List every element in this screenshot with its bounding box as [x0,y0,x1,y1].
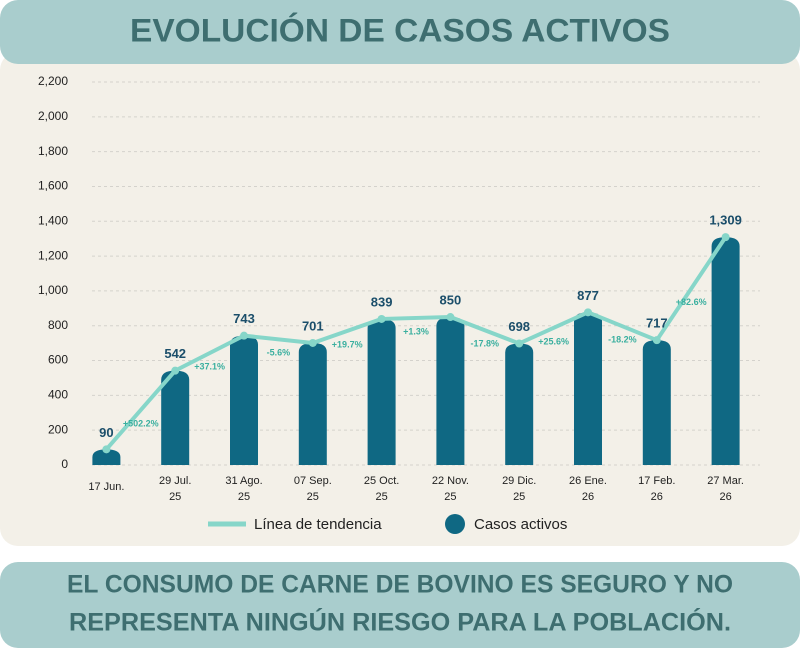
y-tick-label: 1,200 [38,248,68,262]
change-label: +502.2% [123,418,159,428]
x-tick-label: 22 Nov. [432,475,469,487]
trend-point [308,338,317,347]
x-tick-label: 25 [307,491,319,503]
trend-point [515,339,524,348]
x-tick-label: 29 Jul. [159,475,191,487]
trend-point [584,308,592,317]
value-label: 839 [371,294,393,309]
trend-point [240,331,248,340]
value-label: 717 [646,316,668,331]
x-tick-label: 07 Sep. [294,475,332,487]
bar [436,317,465,465]
x-tick-label: 25 Oct. [364,475,399,487]
bar [161,370,190,465]
x-tick-label: 25 [444,491,456,503]
y-tick-label: 1,400 [38,213,68,227]
title-banner [0,0,800,64]
change-label: -5.6% [267,348,291,358]
x-tick-label: 26 Ene. [569,475,607,487]
y-tick-label: 2,000 [38,109,68,123]
x-tick-label: 25 [238,491,250,503]
value-label: 877 [577,288,599,303]
bar [574,312,602,465]
y-tick-label: 800 [48,318,68,332]
x-tick-label: 27 Mar. [707,475,744,487]
change-label: +25.6% [538,336,569,346]
footer-text: REPRESENTA NINGÚN RIESGO PARA LA POBLACI… [69,607,731,637]
y-tick-label: 200 [48,422,68,436]
change-label: +82.6% [676,297,707,307]
x-tick-label: 31 Ago. [225,475,262,487]
trend-point [652,336,661,345]
y-tick-label: 2,200 [38,74,68,88]
value-label: 850 [440,292,462,307]
value-label: 90 [99,425,113,440]
value-label: 701 [302,318,324,333]
bar [505,343,534,465]
change-label: -18.2% [608,335,637,345]
value-label: 1,309 [709,213,742,228]
x-tick-label: 25 [513,491,525,503]
trend-point [377,314,386,323]
change-label: +1.3% [403,326,429,336]
value-label: 698 [508,319,530,334]
legend-label: Línea de tendencia [254,516,382,533]
y-tick-label: 0 [61,457,68,471]
bar [642,340,671,465]
y-tick-label: 1,000 [38,283,68,297]
bar [92,449,121,465]
x-tick-label: 17 Jun. [88,481,124,493]
x-tick-label: 26 [651,491,663,503]
footer-banner [0,562,800,648]
x-tick-label: 17 Feb. [638,475,675,487]
trend-point [171,366,180,375]
change-label: +19.7% [332,339,363,349]
y-tick-label: 1,800 [38,144,68,158]
bar [711,237,740,465]
footer-text: EL CONSUMO DE CARNE DE BOVINO ES SEGURO … [67,571,733,599]
bar [230,335,258,465]
legend-label: Casos activos [474,516,567,533]
trend-point [721,233,730,242]
trend-line [104,236,728,451]
y-tick-label: 600 [48,353,68,367]
y-tick-label: 400 [48,388,68,402]
x-tick-label: 25 [375,491,387,503]
trend-point [446,313,455,322]
bar [298,342,327,465]
bar [367,318,396,465]
x-tick-label: 29 Dic. [502,475,536,487]
legend-swatch [445,514,465,534]
value-label: 743 [233,311,255,326]
x-tick-label: 26 [582,491,594,503]
chart-title: EVOLUCIÓN DE CASOS ACTIVOS [130,12,670,48]
trend-point [102,445,111,454]
change-label: -17.8% [471,339,500,349]
value-label: 542 [164,346,186,361]
x-tick-label: 25 [169,491,181,503]
change-label: +37.1% [194,362,225,372]
x-tick-label: 26 [719,491,731,503]
y-tick-label: 1,600 [38,179,68,193]
